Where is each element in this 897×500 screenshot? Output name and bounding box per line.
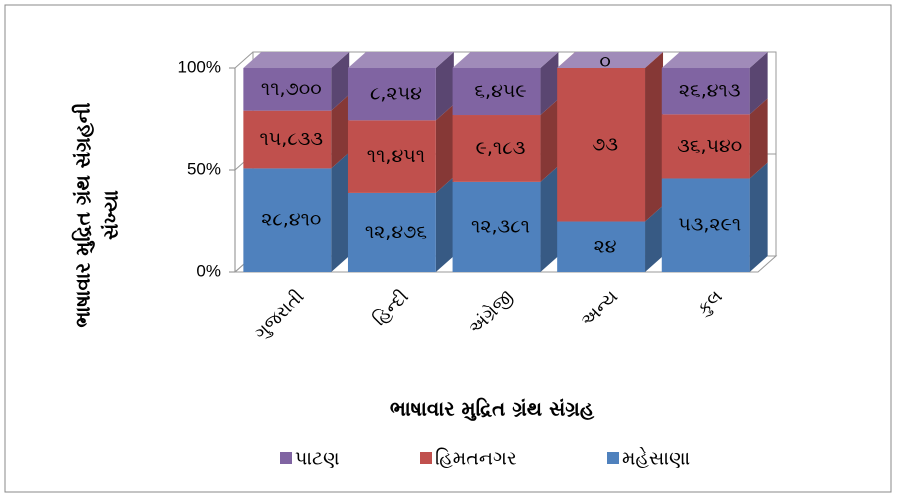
value-label: ૧૧,૭૦૦ <box>261 78 322 100</box>
y-axis-title-line: સંખ્યા <box>99 190 123 240</box>
bar <box>243 68 332 111</box>
legend-label: મહેસાણા <box>622 447 690 469</box>
bar <box>452 68 541 116</box>
bar-side <box>540 99 559 182</box>
bar-side <box>331 152 350 272</box>
bar <box>452 115 541 182</box>
value-label: ૮,૨૫૪ <box>370 83 422 105</box>
value-label: ૨૪ <box>594 235 617 257</box>
bar-top <box>557 52 664 68</box>
legend-label: પાટણ <box>295 448 340 470</box>
bar-top <box>661 52 768 68</box>
value-label: ૫૩,૨૯૧ <box>678 214 741 236</box>
bar <box>661 68 750 115</box>
bar-side <box>749 98 768 179</box>
bar <box>557 221 646 272</box>
bar <box>452 181 541 272</box>
bar-side <box>540 52 559 116</box>
bar-side <box>331 94 350 169</box>
legend-swatch <box>280 452 292 464</box>
value-label: ૯,૧૮૩ <box>476 137 526 159</box>
bar-top <box>243 52 350 68</box>
y-tick-label: 100% <box>178 57 221 76</box>
bar-side <box>749 52 768 115</box>
bar-top <box>347 52 454 68</box>
value-label: ૧૨,૩૮૧ <box>471 215 530 237</box>
bar <box>347 68 436 121</box>
value-label: ૧૨,૪૭૬ <box>365 221 427 243</box>
bar-side <box>749 162 768 272</box>
y-tick-label: 50% <box>187 159 221 178</box>
y-axis-title: ભાષાવાર મુદ્રિત ગ્રંથ સંગ્રહની સંખ્યા <box>71 102 123 327</box>
value-label: ૧૧,૪૫૧ <box>367 145 425 167</box>
legend-swatch <box>420 452 432 464</box>
bar-side <box>645 52 664 222</box>
bar <box>347 192 436 272</box>
value-label: ૬,૪૫૯ <box>474 80 526 102</box>
value-label: ૨૮,૪૧૦ <box>261 209 321 231</box>
y-axis-title-line: ભાષાવાર મુદ્રિત ગ્રંથ સંગ્રહની <box>71 102 95 327</box>
bar-side <box>435 176 454 272</box>
value-label: ૨૬,૪૧૩ <box>679 80 741 102</box>
bar <box>243 110 332 169</box>
y-tick-label: 0% <box>196 261 221 280</box>
legend-label: હિમતનગર <box>435 448 517 470</box>
bar <box>661 178 750 272</box>
value-label: ૧૫,૮૩૩ <box>260 128 324 150</box>
value-label: ૭૩ <box>592 133 618 155</box>
bar-side <box>645 205 664 272</box>
x-axis-title: ભાષાવાર મુદ્રિત ગ્રંથ સંગ્રહ <box>390 397 595 421</box>
bar <box>661 114 750 179</box>
bar <box>557 68 646 222</box>
bar-side <box>331 52 350 111</box>
bar <box>243 168 332 272</box>
bar-side <box>435 104 454 193</box>
bar <box>347 120 436 193</box>
legend-swatch <box>607 452 619 464</box>
value-label: ૦ <box>599 51 610 73</box>
value-label: ૩૬,૫૪૦ <box>677 135 742 157</box>
bar-side <box>540 165 559 272</box>
bar-side <box>435 52 454 121</box>
bar-top <box>452 52 559 68</box>
